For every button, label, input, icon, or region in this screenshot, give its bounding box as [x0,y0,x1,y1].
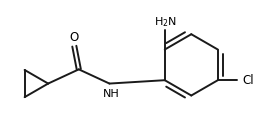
Text: H$_2$N: H$_2$N [154,15,177,29]
Text: NH: NH [103,89,119,99]
Text: O: O [70,32,79,44]
Text: Cl: Cl [242,74,254,87]
